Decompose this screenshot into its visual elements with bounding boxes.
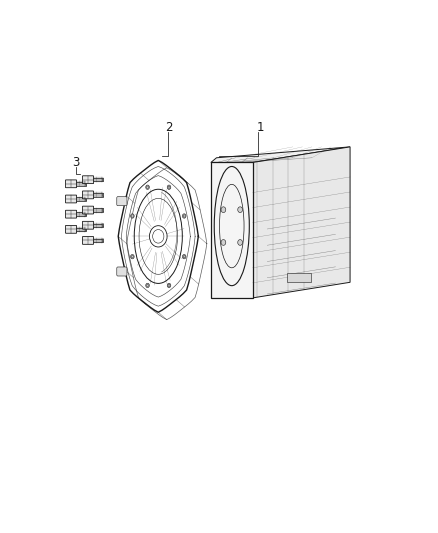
Circle shape <box>221 240 226 245</box>
FancyBboxPatch shape <box>82 206 94 214</box>
FancyBboxPatch shape <box>66 225 77 233</box>
Circle shape <box>238 240 243 245</box>
Ellipse shape <box>85 213 87 216</box>
Bar <box>287 273 311 281</box>
Ellipse shape <box>85 182 87 185</box>
Ellipse shape <box>102 223 104 227</box>
Circle shape <box>182 254 186 259</box>
Bar <box>93 239 103 242</box>
FancyBboxPatch shape <box>82 221 94 229</box>
Bar <box>76 213 86 216</box>
Text: 3: 3 <box>72 156 79 169</box>
FancyBboxPatch shape <box>82 237 94 244</box>
Bar <box>93 208 103 212</box>
Circle shape <box>131 214 134 218</box>
Bar <box>93 223 103 227</box>
Ellipse shape <box>102 193 104 197</box>
Circle shape <box>182 214 186 218</box>
Ellipse shape <box>85 197 87 201</box>
FancyBboxPatch shape <box>117 267 127 276</box>
Bar <box>93 193 103 197</box>
Circle shape <box>146 185 149 189</box>
FancyBboxPatch shape <box>117 197 127 206</box>
Ellipse shape <box>85 228 87 231</box>
FancyBboxPatch shape <box>66 180 77 188</box>
FancyBboxPatch shape <box>66 195 77 203</box>
Circle shape <box>167 283 171 288</box>
Ellipse shape <box>102 239 104 242</box>
Polygon shape <box>211 147 350 163</box>
Circle shape <box>131 254 134 259</box>
Bar <box>93 178 103 181</box>
Bar <box>76 197 86 201</box>
Circle shape <box>146 283 149 288</box>
Polygon shape <box>211 163 253 298</box>
Circle shape <box>221 207 226 213</box>
Text: 1: 1 <box>256 121 264 134</box>
Bar <box>76 228 86 231</box>
Text: 2: 2 <box>165 121 172 134</box>
FancyBboxPatch shape <box>82 191 94 199</box>
Circle shape <box>167 185 171 189</box>
FancyBboxPatch shape <box>82 176 94 183</box>
Polygon shape <box>253 147 350 298</box>
Ellipse shape <box>102 178 104 181</box>
Ellipse shape <box>102 208 104 212</box>
Circle shape <box>238 207 243 213</box>
FancyBboxPatch shape <box>66 211 77 218</box>
Bar <box>76 182 86 185</box>
